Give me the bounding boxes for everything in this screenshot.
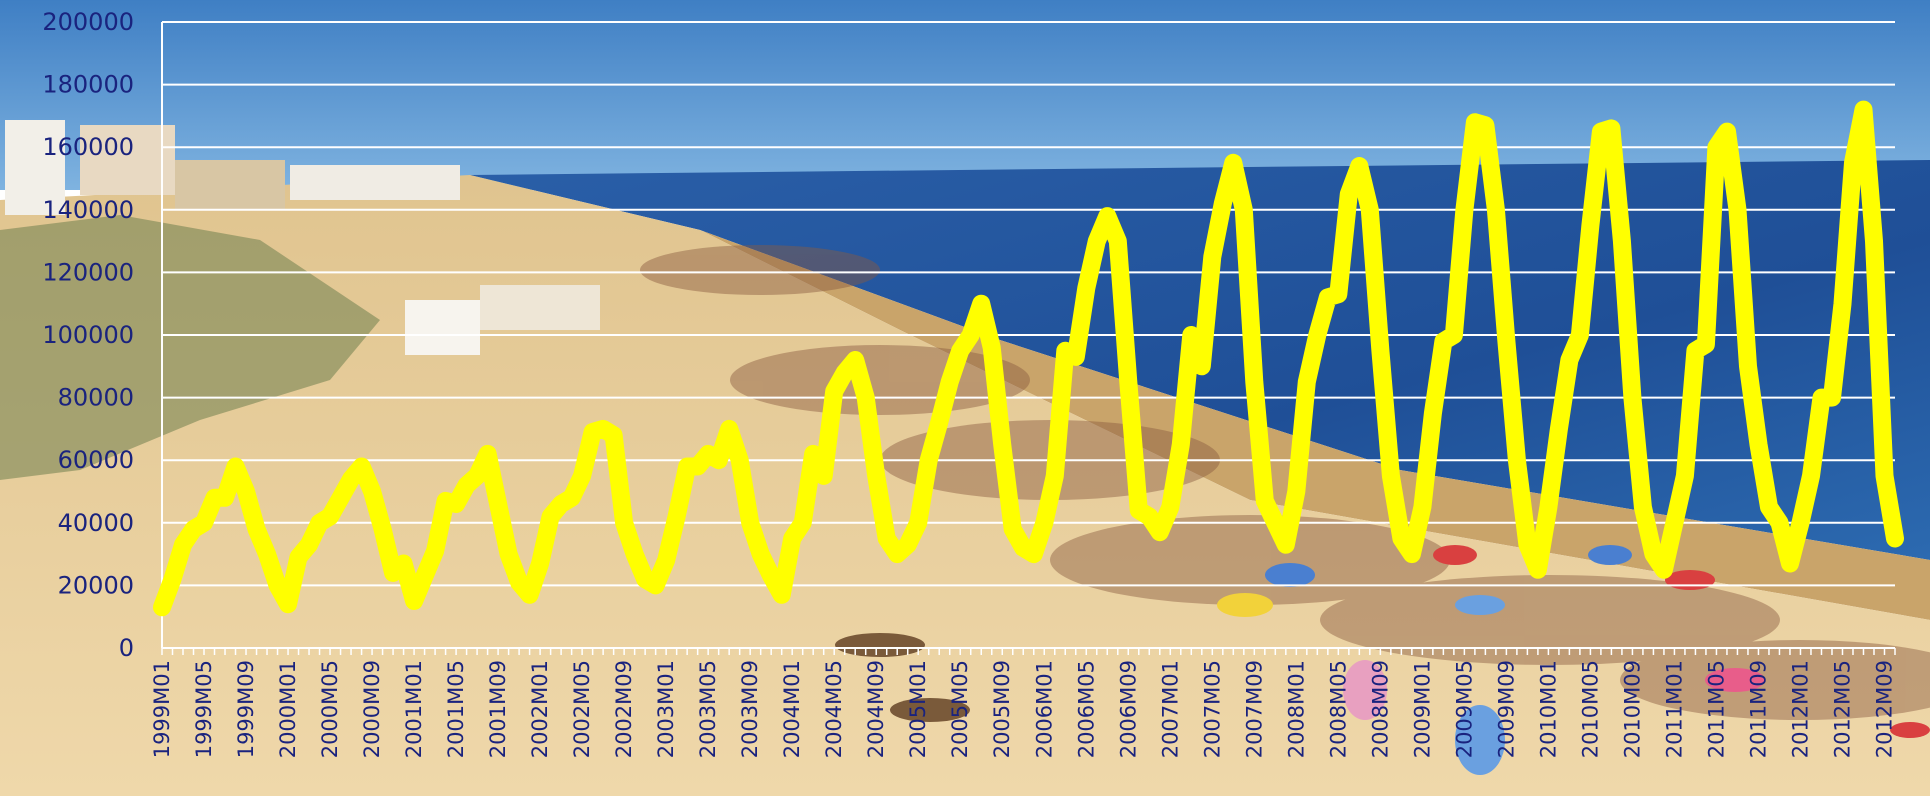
x-tick-label-2004M01: 2004M01 <box>780 660 804 758</box>
beach-sand <box>0 175 1930 796</box>
building-left-4 <box>290 165 460 200</box>
x-tick-label-2001M09: 2001M09 <box>486 660 510 758</box>
beach-kiosk <box>405 300 480 355</box>
building-left-1 <box>5 120 65 215</box>
y-tick-label-160000: 160000 <box>42 133 134 161</box>
dunes-vegetation <box>0 215 380 480</box>
x-tick-label-2010M01: 2010M01 <box>1536 660 1560 758</box>
series-line <box>153 100 1904 617</box>
y-tick-label-200000: 200000 <box>42 8 134 36</box>
x-tick-label-2007M05: 2007M05 <box>1200 660 1224 758</box>
x-tick-label-2006M05: 2006M05 <box>1074 660 1098 758</box>
beach-hut <box>480 285 600 330</box>
x-tick-label-2010M05: 2010M05 <box>1578 660 1602 758</box>
x-tick-label-2011M05: 2011M05 <box>1704 660 1728 758</box>
y-tick-label-180000: 180000 <box>42 71 134 99</box>
x-axis-ticks <box>161 648 1896 655</box>
y-tick-label-0: 0 <box>119 634 134 662</box>
y-tick-label-20000: 20000 <box>58 571 134 599</box>
x-tick-label-2002M05: 2002M05 <box>570 660 594 758</box>
x-tick-label-1999M09: 1999M09 <box>234 660 258 758</box>
x-tick-label-2011M09: 2011M09 <box>1746 660 1770 758</box>
x-tick-label-2008M01: 2008M01 <box>1284 660 1308 758</box>
x-tick-label-2009M05: 2009M05 <box>1452 660 1476 758</box>
x-tick-label-2005M05: 2005M05 <box>948 660 972 758</box>
x-tick-label-2012M09: 2012M09 <box>1872 660 1896 758</box>
y-tick-label-60000: 60000 <box>58 446 134 474</box>
x-tick-label-2000M01: 2000M01 <box>276 660 300 758</box>
y-tick-label-40000: 40000 <box>58 509 134 537</box>
x-tick-label-2006M09: 2006M09 <box>1116 660 1140 758</box>
x-tick-label-2002M09: 2002M09 <box>612 660 636 758</box>
y-tick-label-120000: 120000 <box>42 258 134 286</box>
x-tick-label-2001M01: 2001M01 <box>402 660 426 758</box>
y-tick-label-140000: 140000 <box>42 196 134 224</box>
x-tick-label-2000M09: 2000M09 <box>360 660 384 758</box>
building-left-2 <box>80 125 175 195</box>
x-tick-label-1999M05: 1999M05 <box>192 660 216 758</box>
x-tick-label-2003M01: 2003M01 <box>654 660 678 758</box>
x-tick-label-2004M09: 2004M09 <box>864 660 888 758</box>
y-tick-label-80000: 80000 <box>58 384 134 412</box>
x-tick-label-2006M01: 2006M01 <box>1032 660 1056 758</box>
x-tick-label-2001M05: 2001M05 <box>444 660 468 758</box>
x-tick-label-2002M01: 2002M01 <box>528 660 552 758</box>
x-tick-label-2009M01: 2009M01 <box>1410 660 1434 758</box>
x-tick-label-2012M05: 2012M05 <box>1830 660 1854 758</box>
series-layer <box>153 100 1904 617</box>
x-tick-label-2003M05: 2003M05 <box>696 660 720 758</box>
x-tick-label-2003M09: 2003M09 <box>738 660 762 758</box>
x-tick-label-1999M01: 1999M01 <box>150 660 174 758</box>
x-tick-label-2005M09: 2005M09 <box>990 660 1014 758</box>
x-tick-label-2010M09: 2010M09 <box>1620 660 1644 758</box>
x-tick-label-2000M05: 2000M05 <box>318 660 342 758</box>
x-tick-label-2012M01: 2012M01 <box>1788 660 1812 758</box>
x-tick-label-2008M09: 2008M09 <box>1368 660 1392 758</box>
x-tick-label-2004M05: 2004M05 <box>822 660 846 758</box>
x-tick-label-2005M01: 2005M01 <box>906 660 930 758</box>
building-left-3 <box>175 160 285 210</box>
y-axis-tick-labels: 0 20000 40000 60000 80000 100000 120000 140000 1… <box>42 8 134 662</box>
x-tick-label-2007M09: 2007M09 <box>1242 660 1266 758</box>
y-tick-label-100000: 100000 <box>42 321 134 349</box>
x-axis-tick-labels: 1999M01 1999M05 1999M09 2000M01 2000M05 2000M… <box>150 660 1896 758</box>
x-tick-label-2011M01: 2011M01 <box>1662 660 1686 758</box>
x-tick-label-2007M01: 2007M01 <box>1158 660 1182 758</box>
x-tick-label-2008M05: 2008M05 <box>1326 660 1350 758</box>
x-tick-label-2009M09: 2009M09 <box>1494 660 1518 758</box>
beach-umbrellas <box>835 545 1930 775</box>
